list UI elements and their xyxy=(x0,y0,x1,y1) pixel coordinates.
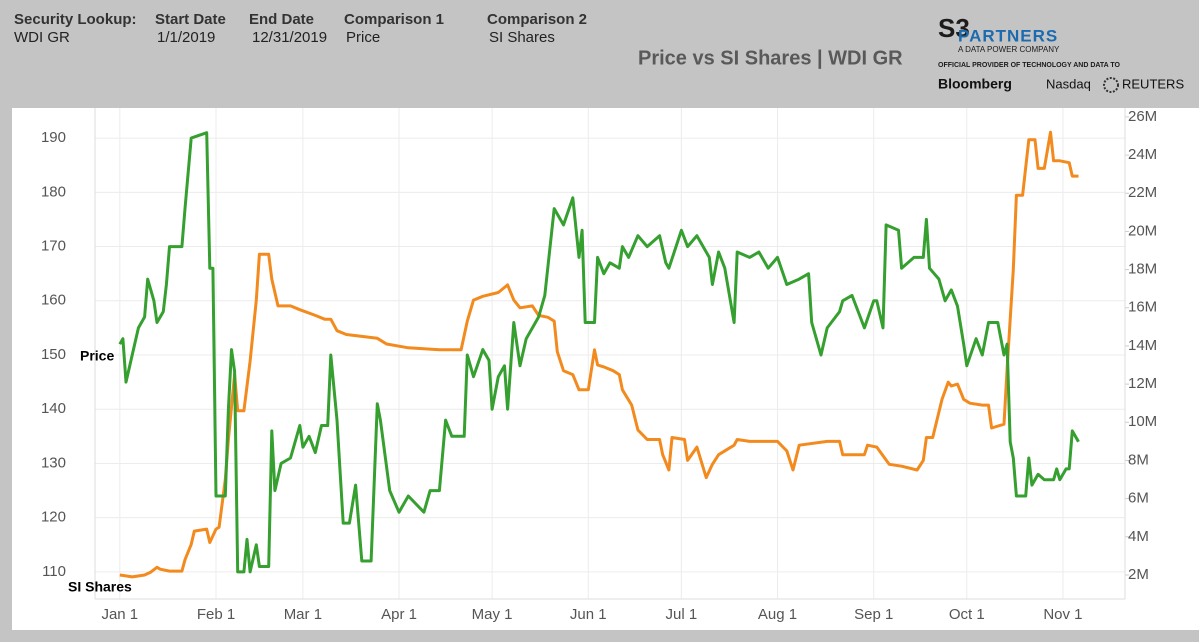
y2-tick-label: 12M xyxy=(1128,375,1157,392)
y2-tick-label: 26M xyxy=(1128,108,1157,125)
y2-tick-label: 10M xyxy=(1128,413,1157,430)
y-tick-label: 190 xyxy=(41,129,66,146)
header-value: SI Shares xyxy=(489,29,555,46)
x-tick-label: Sep 1 xyxy=(854,606,893,623)
y2-tick-label: 24M xyxy=(1128,146,1157,163)
y2-tick-label: 16M xyxy=(1128,299,1157,316)
logo-mark: S3 xyxy=(938,13,970,43)
logo-tagline: A DATA POWER COMPANY xyxy=(958,45,1060,54)
logo-partner: Nasdaq xyxy=(1046,76,1091,91)
logo-partner: Bloomberg xyxy=(938,76,1012,92)
x-tick-label: Jan 1 xyxy=(101,606,138,623)
y2-tick-label: 18M xyxy=(1128,261,1157,278)
y2-tick-label: 6M xyxy=(1128,490,1149,507)
y-tick-label: 130 xyxy=(41,454,66,471)
x-tick-label: Apr 1 xyxy=(381,606,417,623)
y-tick-label: 120 xyxy=(41,509,66,526)
logo-partner: REUTERS xyxy=(1122,76,1184,91)
header-value: WDI GR xyxy=(14,29,70,46)
y-tick-label: 110 xyxy=(42,563,66,580)
x-tick-label: Aug 1 xyxy=(758,606,797,623)
header-label: Comparison 1 xyxy=(344,11,444,28)
y-tick-label: 180 xyxy=(41,183,66,200)
x-tick-label: Mar 1 xyxy=(284,606,322,623)
series-line xyxy=(118,131,1080,574)
y2-tick-label: 4M xyxy=(1128,528,1149,545)
logo-provider: OFFICIAL PROVIDER OF TECHNOLOGY AND DATA… xyxy=(938,62,1121,69)
x-tick-label: Oct 1 xyxy=(949,606,985,623)
header-value: 12/31/2019 xyxy=(252,29,327,46)
series-label: Price xyxy=(80,348,114,364)
y2-tick-label: 14M xyxy=(1128,337,1157,354)
y-tick-label: 160 xyxy=(41,292,66,309)
y-tick-label: 150 xyxy=(41,346,66,363)
header-label: Comparison 2 xyxy=(487,11,587,28)
x-tick-label: May 1 xyxy=(472,606,513,623)
y2-tick-label: 20M xyxy=(1128,222,1157,239)
header-label: Start Date xyxy=(155,11,226,28)
y2-tick-label: 22M xyxy=(1128,184,1157,201)
header-value: Price xyxy=(346,29,380,46)
header-value: 1/1/2019 xyxy=(157,29,215,46)
series-label: SI Shares xyxy=(68,579,132,595)
y2-tick-label: 8M xyxy=(1128,451,1149,468)
header-label: Security Lookup: xyxy=(14,11,137,28)
logo: S3 PARTNERS A DATA POWER COMPANY OFFICIA… xyxy=(938,13,1184,93)
x-tick-label: Feb 1 xyxy=(197,606,235,623)
x-tick-label: Jul 1 xyxy=(666,606,698,623)
logo-name: PARTNERS xyxy=(958,26,1058,45)
y-tick-label: 170 xyxy=(41,238,66,255)
header-label: End Date xyxy=(249,11,314,28)
logo-icon xyxy=(1103,77,1119,93)
y2-tick-label: 2M xyxy=(1128,566,1149,583)
x-tick-label: Jun 1 xyxy=(570,606,607,623)
chart-title: Price vs SI Shares | WDI GR xyxy=(638,47,903,69)
y-tick-label: 140 xyxy=(41,400,66,417)
x-tick-label: Nov 1 xyxy=(1043,606,1082,623)
